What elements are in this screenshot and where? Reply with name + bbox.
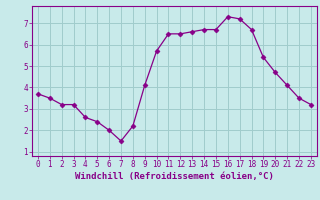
X-axis label: Windchill (Refroidissement éolien,°C): Windchill (Refroidissement éolien,°C) — [75, 172, 274, 181]
